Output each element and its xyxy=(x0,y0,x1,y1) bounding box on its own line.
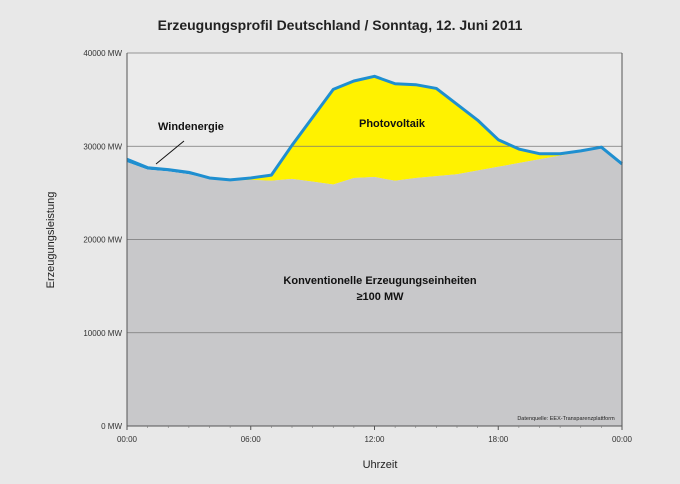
area-photovoltaik xyxy=(127,77,622,185)
chart-title: Erzeugungsprofil Deutschland / Sonntag, … xyxy=(158,17,523,33)
annotation-wind: Windenergie xyxy=(158,121,224,133)
x-axis-label: Uhrzeit xyxy=(363,459,398,471)
y-tick-label-3: 30000 MW xyxy=(83,142,122,151)
area-konventionell xyxy=(127,148,622,427)
x-tick-label-4: 00:00 xyxy=(612,435,633,444)
y-tick-label-1: 10000 MW xyxy=(83,329,122,338)
gridlines xyxy=(127,52,622,334)
annotation-conventional-threshold: ≥100 MW xyxy=(357,291,405,303)
data-source-note: Datenquelle: EEX-Transparenzplattform xyxy=(517,416,615,422)
wind-annotation-pointer xyxy=(155,140,185,165)
y-axis-label: Erzeugungsleistung xyxy=(45,192,57,289)
x-tick-label-3: 18:00 xyxy=(488,435,509,444)
x-tick-label-2: 12:00 xyxy=(364,435,385,444)
x-tick-labels: 00:00 06:00 12:00 18:00 00:00 xyxy=(117,435,633,444)
y-tick-labels: 0 MW 10000 MW 20000 MW 30000 MW 40000 MW xyxy=(83,49,122,431)
y-tick-label-4: 40000 MW xyxy=(83,49,122,58)
axes xyxy=(126,53,623,430)
annotation-photovoltaik: Photovoltaik xyxy=(359,118,426,130)
x-tick-label-1: 06:00 xyxy=(241,435,262,444)
series-lines xyxy=(126,74,623,182)
x-tick-label-0: 00:00 xyxy=(117,435,138,444)
line-windenergie xyxy=(126,74,623,182)
y-tick-label-0: 0 MW xyxy=(101,422,122,431)
y-tick-label-2: 20000 MW xyxy=(83,236,122,245)
annotation-conventional: Konventionelle Erzeugungseinheiten xyxy=(283,275,476,287)
